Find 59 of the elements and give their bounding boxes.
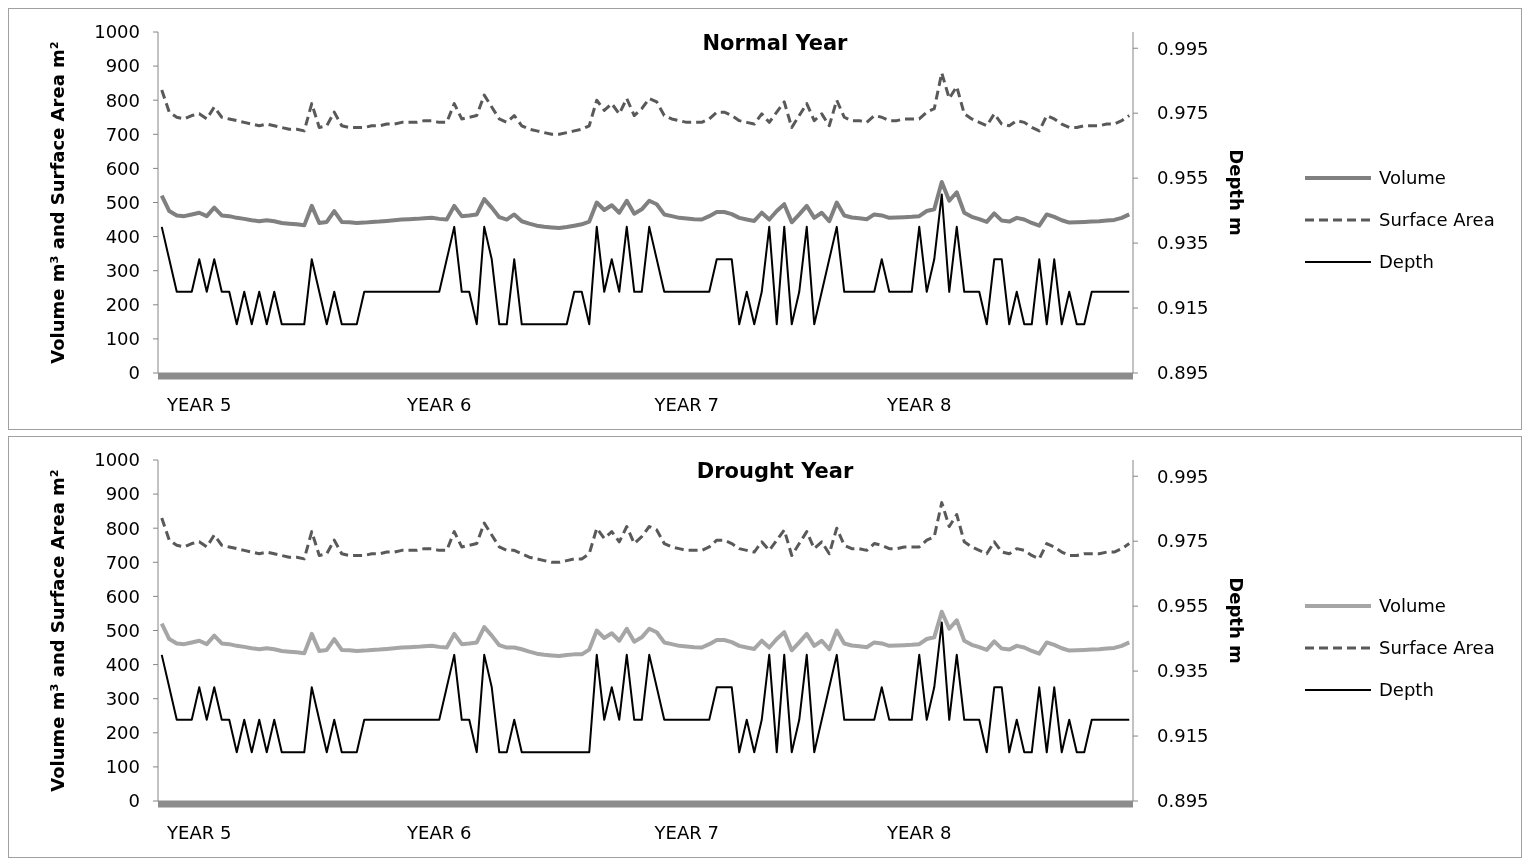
y-tick-label: 100 xyxy=(105,756,140,778)
y-axis-title: Volume m³ and Surface Area m² xyxy=(47,41,68,364)
line-series xyxy=(160,71,1131,136)
chart-title: Normal Year xyxy=(702,31,849,55)
y-axis-title: Volume m³ and Surface Area m² xyxy=(47,469,68,792)
y2-tick-label: 0.995 xyxy=(1157,37,1209,59)
y2-tick-label: 0.895 xyxy=(1157,362,1209,384)
y-tick-label: 400 xyxy=(105,653,140,675)
x-tick-label: YEAR 5 xyxy=(166,394,232,415)
y2-tick-label: 0.955 xyxy=(1157,167,1209,189)
y2-tick-label: 0.955 xyxy=(1157,595,1209,617)
y-tick-label: 300 xyxy=(105,688,140,709)
y-tick-label: 600 xyxy=(105,157,140,179)
y-tick-label: 0 xyxy=(128,362,140,384)
line-series xyxy=(159,609,1132,659)
y-tick-label: 500 xyxy=(105,191,140,213)
y2-tick-label: 0.915 xyxy=(1157,297,1209,319)
y-tick-label: 400 xyxy=(105,225,140,247)
line-series xyxy=(160,501,1131,564)
y2-tick-label: 0.895 xyxy=(1157,790,1209,812)
y-tick-label: 500 xyxy=(105,619,140,641)
line-series xyxy=(160,621,1131,754)
x-tick-label: YEAR 8 xyxy=(886,822,952,843)
legend-label: Volume xyxy=(1379,595,1446,617)
y-tick-label: 300 xyxy=(105,260,140,281)
y-tick-label: 600 xyxy=(105,585,140,607)
legend-label: Depth xyxy=(1379,679,1434,701)
x-tick-label: YEAR 8 xyxy=(886,394,952,415)
y2-tick-label: 0.935 xyxy=(1157,232,1209,254)
y-tick-label: 700 xyxy=(105,123,140,145)
y-tick-label: 900 xyxy=(105,483,140,505)
y-tick-label: 800 xyxy=(105,517,140,539)
y-tick-label: 700 xyxy=(105,551,140,573)
line-series xyxy=(160,193,1131,326)
legend-label: Surface Area xyxy=(1379,209,1495,231)
y-tick-label: 900 xyxy=(105,55,140,77)
legend-label: Surface Area xyxy=(1379,637,1495,659)
y-tick-label: 800 xyxy=(105,89,140,111)
y-tick-label: 0 xyxy=(128,790,140,812)
y-tick-label: 200 xyxy=(105,294,140,316)
legend-label: Volume xyxy=(1379,167,1446,189)
y2-tick-label: 0.975 xyxy=(1157,530,1209,552)
x-tick-label: YEAR 7 xyxy=(653,822,719,843)
x-tick-label: YEAR 6 xyxy=(406,394,472,415)
y-tick-label: 1000 xyxy=(94,21,140,43)
chart-title: Drought Year xyxy=(696,459,854,483)
y2-axis-title: Depth m xyxy=(1226,149,1247,236)
y2-axis-title: Depth m xyxy=(1226,577,1247,664)
y2-tick-label: 0.915 xyxy=(1157,725,1209,747)
y2-tick-label: 0.995 xyxy=(1157,465,1209,487)
x-tick-label: YEAR 5 xyxy=(166,822,232,843)
y-tick-label: 200 xyxy=(105,722,140,744)
x-tick-label: YEAR 6 xyxy=(406,822,472,843)
y-tick-label: 100 xyxy=(105,328,140,350)
legend-label: Depth xyxy=(1379,251,1434,273)
x-tick-label: YEAR 7 xyxy=(653,394,719,415)
y2-tick-label: 0.975 xyxy=(1157,102,1209,124)
y2-tick-label: 0.935 xyxy=(1157,660,1209,682)
y-tick-label: 1000 xyxy=(94,449,140,471)
